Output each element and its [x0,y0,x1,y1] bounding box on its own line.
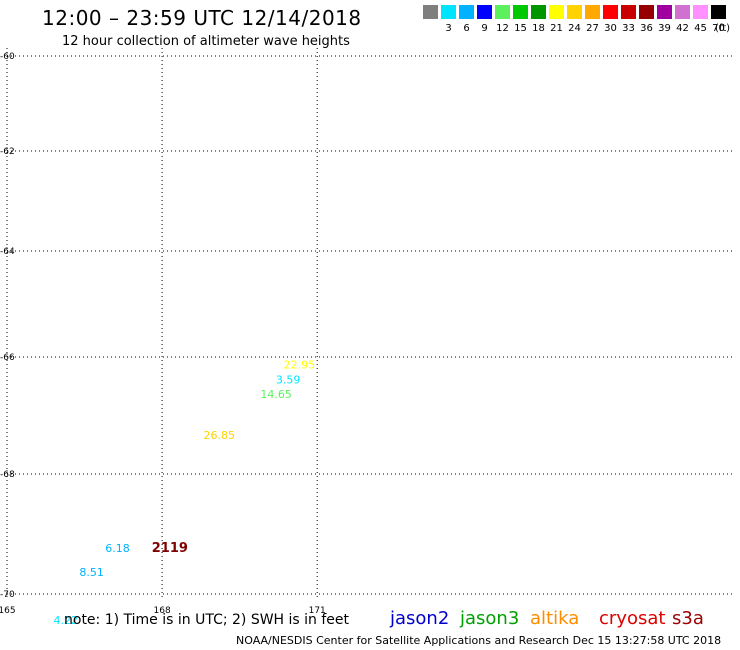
lat-tick-label: -68 [0,470,15,480]
page-title: 12:00 – 23:59 UTC 12/14/2018 [42,6,362,30]
credit-line: NOAA/NESDIS Center for Satellite Applica… [236,634,722,647]
scale-label: 18 [532,23,545,34]
scale-swatch [674,4,691,20]
scale-swatch [638,4,655,20]
legend-satellite-s3a: s3a [672,608,704,629]
scale-label: 70 [712,23,725,34]
wave-height-label: 22.95 [284,359,316,372]
scale-swatch [620,4,637,20]
lat-tick-label: -70 [0,590,15,600]
lat-tick-label: -66 [0,353,15,363]
page-subtitle: 12 hour collection of altimeter wave hei… [62,34,350,49]
scale-swatch [530,4,547,20]
scale-swatch [602,4,619,20]
wave-height-label: 4.22 [54,614,79,627]
legend-satellite-jason3: jason3 [460,608,520,629]
scale-label: 9 [481,23,488,34]
scale-swatch [476,4,493,20]
scale-label: 42 [676,23,689,34]
scale-swatch [656,4,673,20]
wave-height-label: 6.18 [105,542,130,555]
scale-label: 33 [622,23,635,34]
lon-tick-label: 171 [309,606,326,616]
scale-swatch [692,4,709,20]
scale-swatch [494,4,511,20]
scale-label: 45 [694,23,707,34]
scale-swatch [440,4,457,20]
scale-label: 15 [514,23,527,34]
legend-satellite-jason2: jason2 [390,608,450,629]
lon-tick-label: 165 [0,606,16,616]
scale-label: 30 [604,23,617,34]
scale-label: 36 [640,23,653,34]
wave-height-label: 14.65 [260,388,292,401]
scale-label: 39 [658,23,671,34]
scale-label: 6 [463,23,470,34]
scale-label: 3 [445,23,452,34]
scale-label: 24 [568,23,581,34]
scale-label: 12 [496,23,509,34]
scale-label: 21 [550,23,563,34]
wave-height-label: 26.85 [203,429,235,442]
scale-label: 27 [586,23,599,34]
wave-height-label: 8.51 [79,566,104,579]
scale-unit-label: (ft) [715,23,731,34]
scale-swatch [422,4,439,20]
legend-satellite-cryosat: cryosat [599,608,666,629]
scale-swatch [548,4,565,20]
scale-swatch [512,4,529,20]
scale-swatch [584,4,601,20]
footer-note: note: 1) Time is in UTC; 2) SWH is in fe… [64,612,350,628]
scale-swatch [458,4,475,20]
scale-swatch [710,4,727,20]
wave-height-label: 3.59 [276,373,301,386]
legend-satellite-altika: altika [530,608,580,629]
time-marker-label: 2119 [152,541,188,556]
lon-tick-label: 168 [154,606,171,616]
scale-swatch [566,4,583,20]
